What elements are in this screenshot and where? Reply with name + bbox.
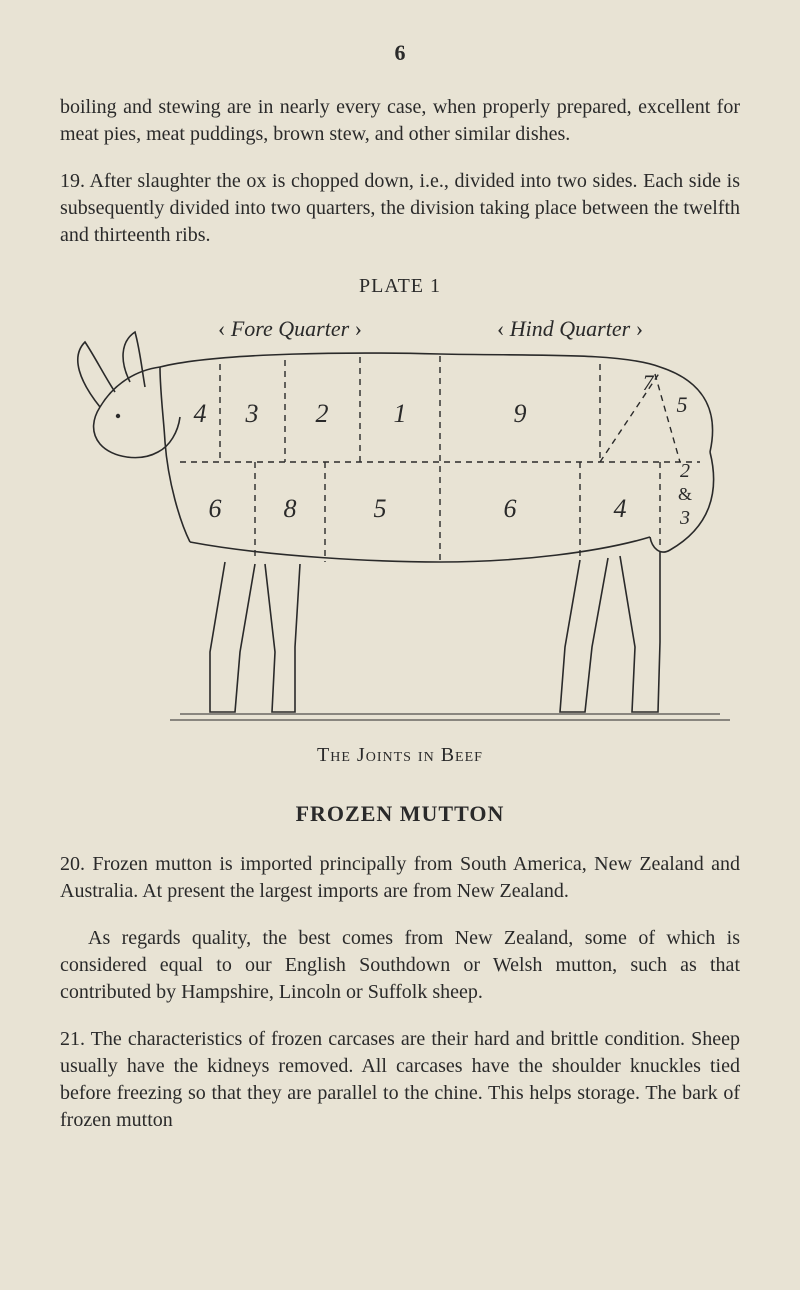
cut-4: 4 [194, 399, 207, 428]
cut-5-rump: 5 [677, 392, 688, 417]
cut-4-rear: 4 [614, 494, 627, 523]
hind-quarter-label: ‹ Hind Quarter › [497, 316, 643, 341]
joint-divisions [180, 356, 700, 562]
cut-6-rear: 6 [504, 494, 517, 523]
cut-6-front: 6 [209, 494, 222, 523]
cut-tail-2: 2 [680, 460, 690, 482]
section-title-frozen-mutton: FROZEN MUTTON [60, 801, 740, 827]
cut-tail-amp: & [678, 484, 692, 504]
paragraph-2: 19. After slaughter the ox is chopped do… [60, 168, 740, 249]
beef-diagram-svg: ‹ Fore Quarter › ‹ Hind Quarter › [60, 312, 740, 732]
diagram-caption: The Joints in Beef [60, 744, 740, 767]
cow-outline [78, 332, 730, 720]
paragraph-4: As regards quality, the best comes from … [60, 925, 740, 1006]
paragraph-3: 20. Frozen mutton is imported principall… [60, 851, 740, 905]
document-page: 6 boiling and stewing are in nearly ever… [0, 0, 800, 1290]
cut-5: 5 [374, 494, 387, 523]
joint-numbers: 4 3 2 1 9 7 5 6 8 5 6 4 2 & 3 [194, 370, 693, 529]
plate-label: PLATE 1 [60, 275, 740, 298]
page-number: 6 [60, 40, 740, 66]
cut-1: 1 [394, 399, 407, 428]
fore-quarter-label: ‹ Fore Quarter › [218, 316, 362, 341]
cut-7: 7 [643, 370, 655, 395]
cut-8: 8 [284, 494, 297, 523]
beef-joints-diagram: ‹ Fore Quarter › ‹ Hind Quarter › [60, 312, 740, 732]
cut-2-upper: 2 [316, 399, 329, 428]
cut-3: 3 [245, 399, 259, 428]
cut-9: 9 [514, 399, 527, 428]
paragraph-5: 21. The characteristics of frozen carcas… [60, 1026, 740, 1134]
paragraph-1: boiling and stewing are in nearly every … [60, 94, 740, 148]
cut-tail-3: 3 [679, 507, 690, 529]
